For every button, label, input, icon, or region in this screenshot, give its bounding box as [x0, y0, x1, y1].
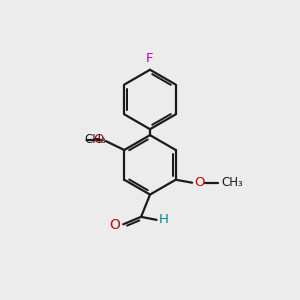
Text: O: O — [110, 218, 120, 233]
Text: O: O — [194, 176, 205, 189]
Text: F: F — [146, 52, 154, 65]
Text: CH₃: CH₃ — [221, 176, 243, 189]
Text: CH₃: CH₃ — [84, 134, 106, 146]
Text: O: O — [93, 134, 104, 146]
Text: methoxy: methoxy — [85, 139, 91, 140]
Text: H: H — [159, 213, 169, 226]
